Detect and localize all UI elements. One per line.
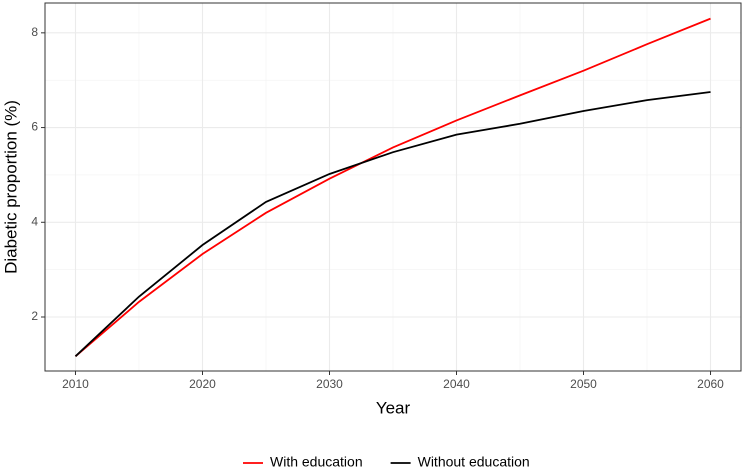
x-tick-label: 2040: [443, 377, 470, 391]
x-axis-title: Year: [376, 398, 411, 417]
series-line: [74, 91, 711, 357]
x-tick-label: 2060: [697, 377, 724, 391]
x-tick-label: 2010: [62, 377, 89, 391]
y-tick-label: 2: [31, 309, 38, 323]
legend-label: With education: [270, 454, 363, 470]
y-tick-label: 8: [31, 25, 38, 39]
series-line: [74, 17, 711, 358]
x-tick-label: 2020: [189, 377, 216, 391]
y-tick-label: 6: [31, 120, 38, 134]
legend-label: Without education: [418, 454, 530, 470]
y-axis-title: Diabetic proportion (%): [1, 100, 20, 274]
x-tick-label: 2030: [316, 377, 343, 391]
panel-border: [44, 2, 742, 372]
y-tick-label: 4: [31, 214, 38, 228]
x-tick-label: 2050: [570, 377, 597, 391]
